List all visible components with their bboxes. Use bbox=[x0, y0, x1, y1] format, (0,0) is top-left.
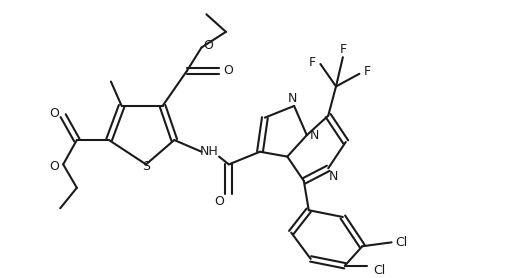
Text: O: O bbox=[214, 195, 224, 208]
Text: O: O bbox=[49, 107, 59, 120]
Text: Cl: Cl bbox=[373, 264, 385, 277]
Text: F: F bbox=[339, 43, 346, 56]
Text: N: N bbox=[288, 92, 297, 105]
Text: F: F bbox=[309, 56, 316, 69]
Text: N: N bbox=[310, 129, 319, 142]
Text: O: O bbox=[203, 39, 213, 52]
Text: Cl: Cl bbox=[395, 236, 407, 249]
Text: O: O bbox=[49, 160, 59, 173]
Text: O: O bbox=[223, 64, 233, 77]
Text: N: N bbox=[328, 170, 338, 183]
Text: F: F bbox=[364, 65, 371, 78]
Text: S: S bbox=[142, 160, 150, 173]
Text: NH: NH bbox=[200, 145, 219, 158]
